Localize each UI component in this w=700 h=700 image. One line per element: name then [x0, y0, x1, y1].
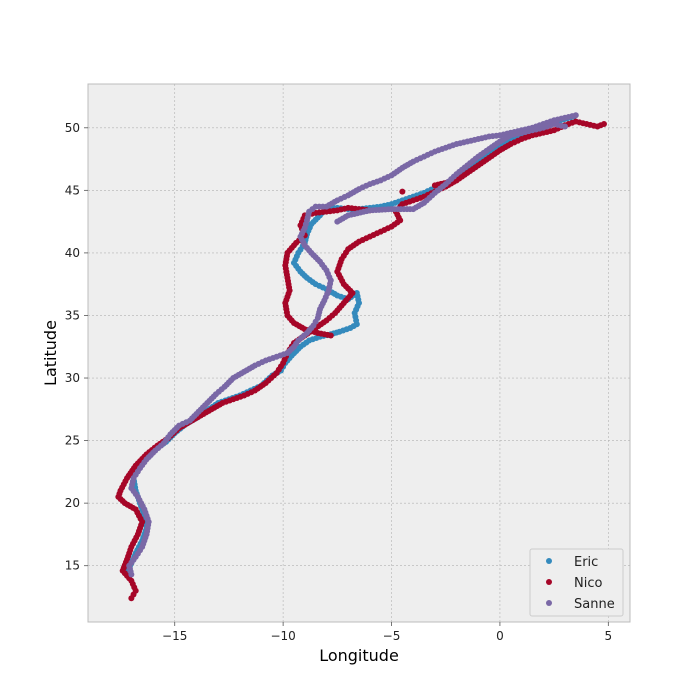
- legend-label-sanne: Sanne: [574, 597, 615, 612]
- data-point: [128, 595, 135, 602]
- legend: Eric Nico Sanne: [529, 548, 624, 617]
- legend-label-eric: Eric: [574, 555, 598, 570]
- y-tick-label: 30: [65, 371, 80, 385]
- y-tick-label: 50: [65, 121, 80, 135]
- data-points: [115, 112, 607, 602]
- legend-marker-nico: [546, 579, 552, 585]
- y-tick-label: 25: [65, 434, 80, 448]
- y-tick-label: 20: [65, 496, 80, 510]
- y-tick-label: 15: [65, 559, 80, 573]
- data-point: [327, 332, 334, 339]
- x-tick-label: −15: [162, 629, 187, 643]
- x-tick-label: 5: [604, 629, 612, 643]
- legend-box: [529, 548, 624, 617]
- y-axis-label: Latitude: [41, 320, 60, 386]
- x-tick-label: 0: [496, 629, 504, 643]
- y-axis-ticks: 15 20 25 30 35 40 45 50: [65, 121, 88, 573]
- x-axis-ticks: −15 −10 −5 0 5: [162, 622, 612, 643]
- x-tick-label: −10: [270, 629, 295, 643]
- x-tick-label: −5: [383, 629, 401, 643]
- legend-marker-sanne: [546, 600, 552, 606]
- data-point: [561, 123, 568, 130]
- data-point: [399, 188, 406, 195]
- y-tick-label: 45: [65, 183, 80, 197]
- legend-marker-eric: [546, 558, 552, 564]
- plot-area: [87, 83, 631, 623]
- series-sanne: [126, 112, 579, 578]
- data-point: [128, 571, 135, 578]
- legend-label-nico: Nico: [574, 576, 602, 591]
- x-axis-label: Longitude: [319, 646, 399, 665]
- y-tick-label: 35: [65, 308, 80, 322]
- y-tick-label: 40: [65, 246, 80, 260]
